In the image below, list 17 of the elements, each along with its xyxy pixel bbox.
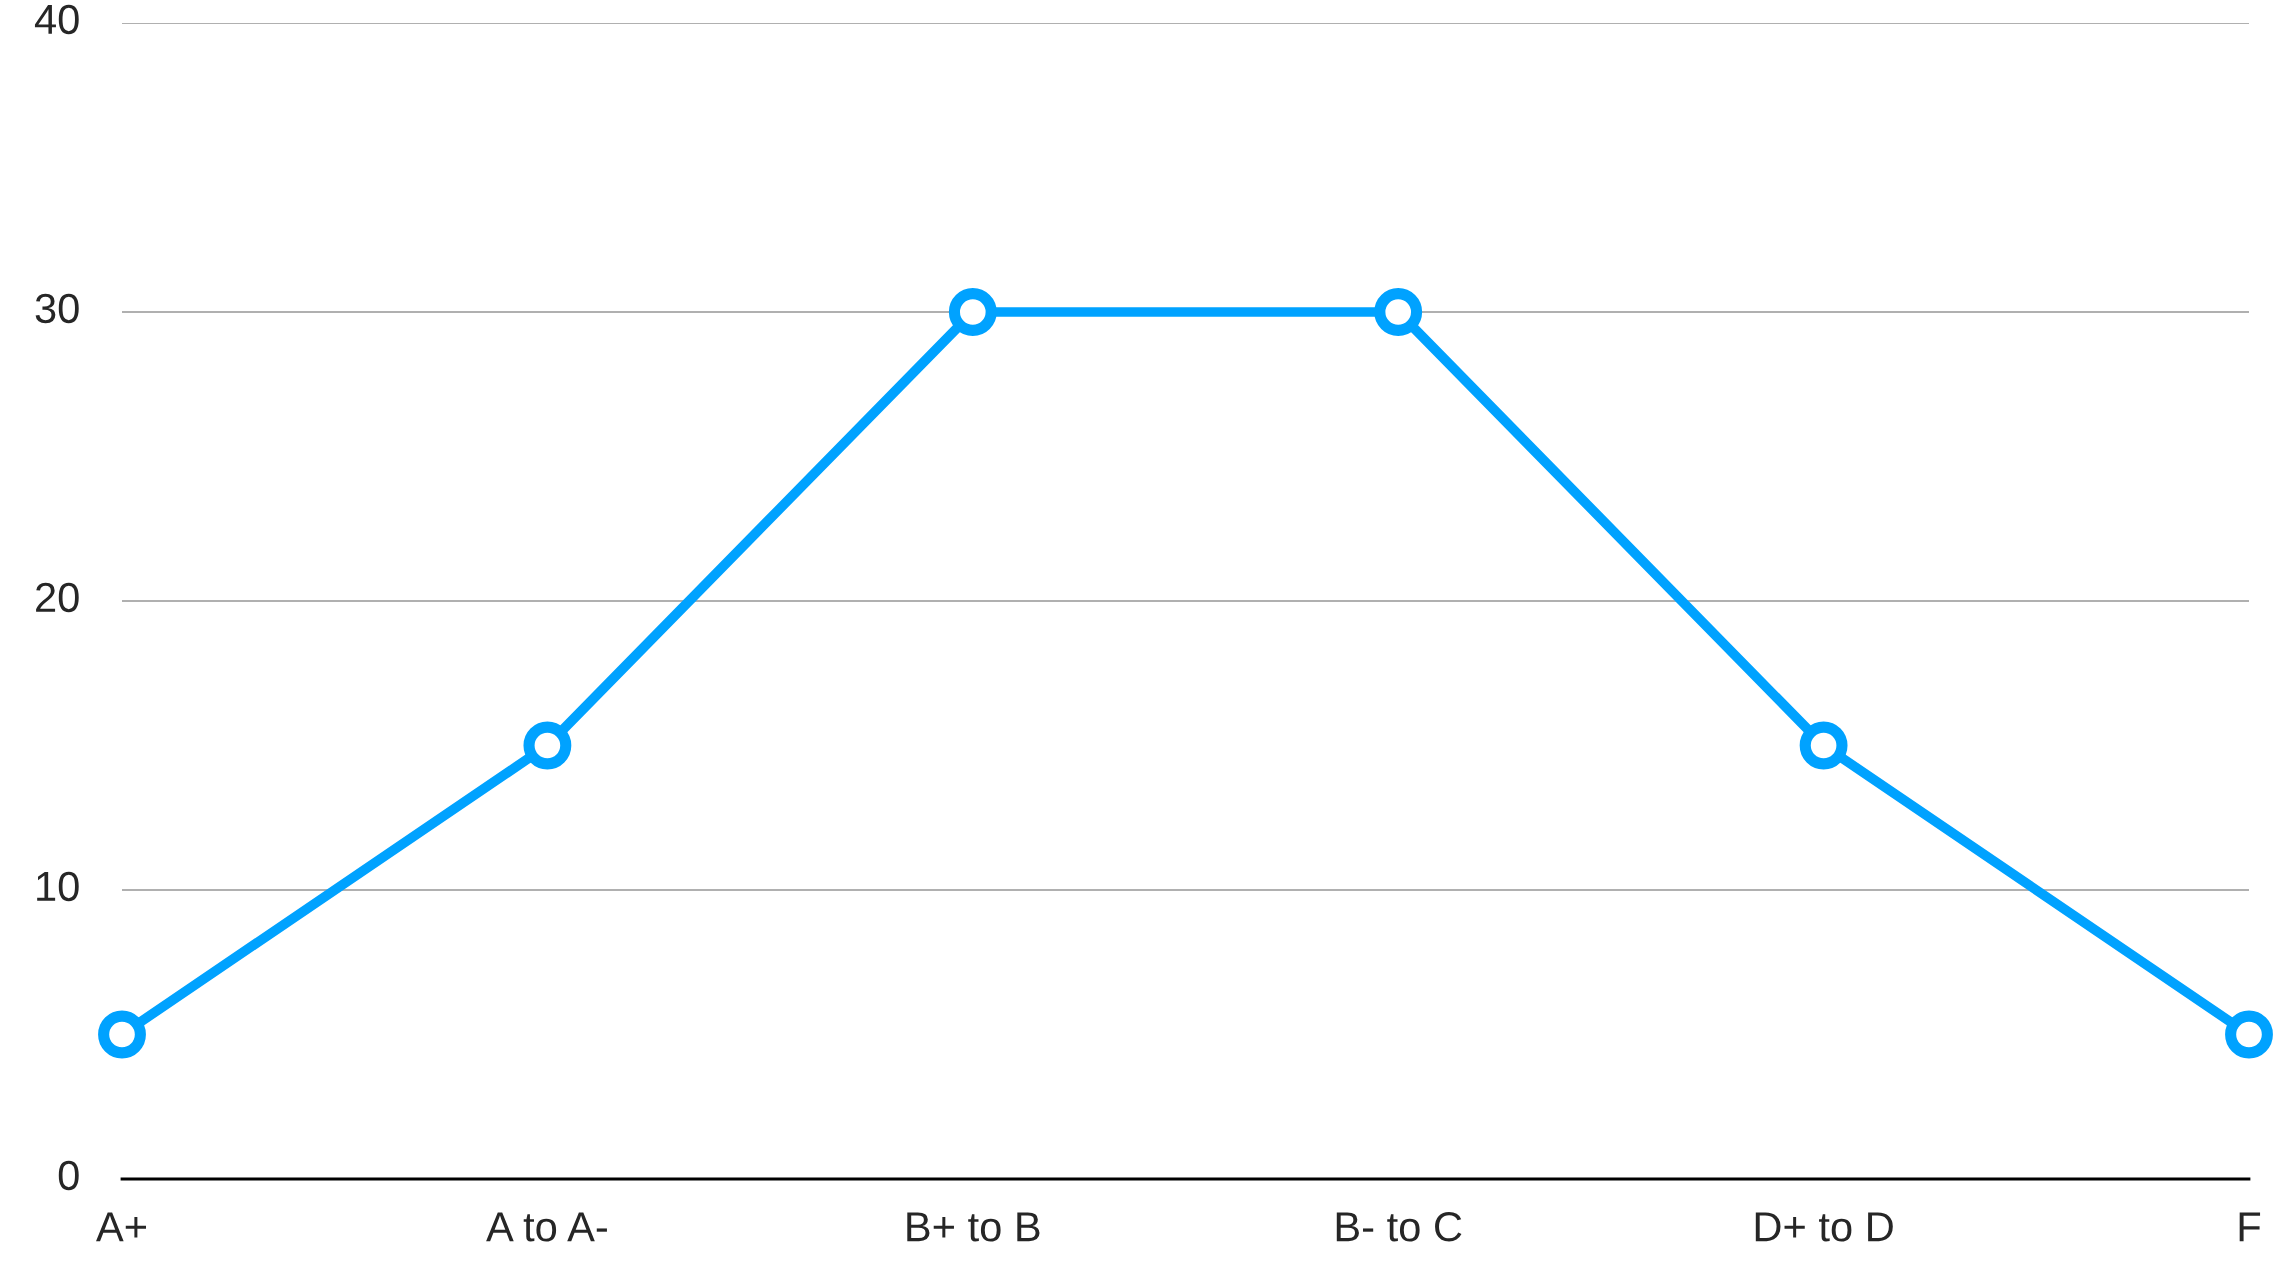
point bbox=[1374, 288, 1423, 336]
x-tick-label: A+ bbox=[96, 1212, 147, 1242]
point bbox=[2225, 1010, 2273, 1059]
y-tick-label: 40 bbox=[34, 4, 79, 35]
point bbox=[948, 288, 997, 336]
x-tick-label: D+ to D bbox=[1755, 1212, 1893, 1242]
y-tick-label: 10 bbox=[37, 871, 79, 902]
x-tick-label: B+ to B bbox=[907, 1212, 1040, 1242]
x-tick-label: B- to C bbox=[1336, 1212, 1462, 1242]
point bbox=[523, 721, 572, 770]
x-tick-label: A to A- bbox=[486, 1212, 607, 1242]
y-tick-label: 30 bbox=[35, 293, 79, 324]
point bbox=[1799, 721, 1848, 770]
point bbox=[98, 1010, 146, 1059]
y-tick-label: 0 bbox=[58, 1160, 79, 1191]
x-tick-label: F bbox=[2239, 1212, 2261, 1242]
y-tick-label: 20 bbox=[36, 582, 79, 613]
